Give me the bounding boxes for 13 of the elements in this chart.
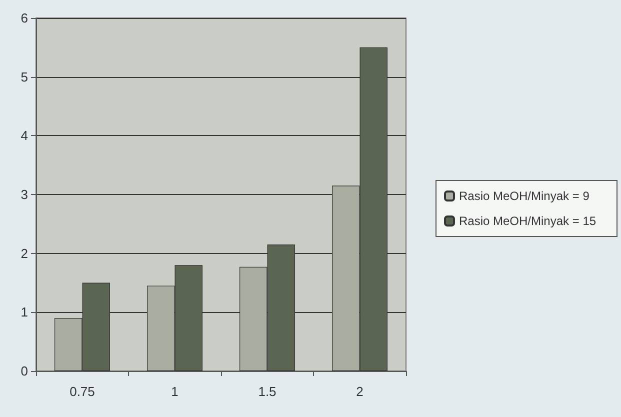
x-tick-label: 0.75 [70, 384, 95, 399]
y-tick-label: 3 [20, 187, 28, 202]
x-tick-label: 1.5 [258, 384, 276, 399]
legend-label: Rasio MeOH/Minyak = 9 [459, 189, 590, 203]
y-tick-label: 6 [20, 10, 28, 26]
y-tick-label: 2 [20, 246, 28, 261]
y-tick-label: 5 [20, 69, 28, 84]
y-tick-label: 1 [20, 304, 28, 320]
y-tick-label: 4 [20, 128, 28, 144]
x-tick-label: 2 [356, 384, 364, 399]
legend-label: Rasio MeOH/Minyak = 15 [459, 214, 596, 228]
x-tick-label: 1 [171, 384, 178, 399]
y-tick-label: 0 [20, 364, 28, 378]
